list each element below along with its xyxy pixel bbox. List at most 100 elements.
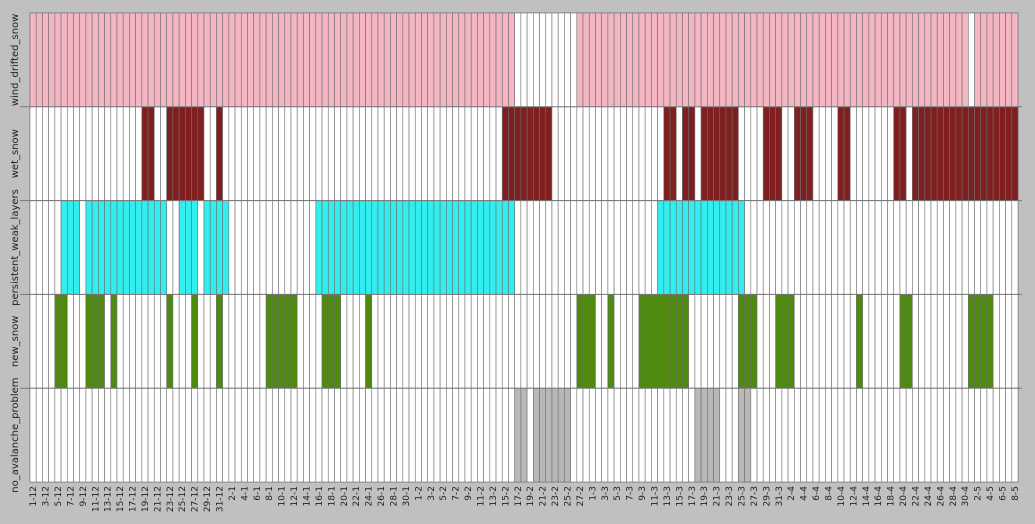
cell-new_snow-10-1: [278, 294, 286, 389]
y-axis-labels: wind_drifted_snow wet_snow persistent_weak…: [10, 14, 21, 493]
cell-wind_drifted_snow-13-4: [856, 12, 863, 108]
cell-wind_drifted_snow-27-4: [943, 12, 950, 108]
cell-wet_snow-4-3: [607, 106, 615, 201]
cell-no_avalanche_problem-8-4: [825, 387, 832, 483]
cell-wind_drifted_snow-5-2: [439, 12, 447, 108]
cell-new_snow-12-3: [657, 294, 665, 389]
cell-persistent_weak_layers-10-4: [837, 200, 845, 295]
cell-persistent_weak_layers-23-3: [725, 200, 733, 295]
cell-wind_drifted_snow-19-12: [141, 12, 149, 108]
cell-new_snow-2-5: [974, 294, 982, 389]
cell-persistent_weak_layers-25-1: [371, 200, 379, 295]
cell-no_avalanche_problem-1-1: [222, 387, 230, 483]
cell-wind_drifted_snow-1-5: [967, 12, 975, 108]
cell-new_snow-11-12: [91, 294, 99, 389]
cell-wind_drifted_snow-1-3: [588, 12, 596, 108]
cell-wind_drifted_snow-25-2: [564, 12, 571, 108]
cell-wind_drifted_snow-8-3: [632, 12, 640, 108]
cell-wind_drifted_snow-11-2: [477, 12, 484, 108]
cell-wet_snow-22-3: [719, 106, 727, 201]
cell-wet_snow-4-2: [433, 106, 441, 201]
cell-new_snow-3-4: [793, 294, 801, 389]
cell-persistent_weak_layers-22-1: [352, 200, 360, 295]
cell-persistent_weak_layers-16-4: [874, 200, 882, 295]
cell-persistent_weak_layers-11-4: [843, 200, 851, 295]
cell-persistent_weak_layers-8-4: [825, 200, 832, 295]
cell-wind_drifted_snow-29-1: [396, 12, 404, 108]
cell-wet_snow-26-12: [185, 106, 192, 201]
cell-wet_snow-5-12: [54, 106, 62, 201]
cell-persistent_weak_layers-29-1: [396, 200, 404, 295]
cell-no_avalanche_problem-27-4: [943, 387, 950, 483]
cell-wet_snow-11-4: [843, 106, 851, 201]
cell-no_avalanche_problem-3-1: [234, 387, 242, 483]
cell-no_avalanche_problem-5-1: [247, 387, 254, 483]
cell-persistent_weak_layers-28-1: [390, 200, 397, 295]
cell-no_avalanche_problem-17-12: [129, 387, 136, 483]
cell-new_snow-28-2: [582, 294, 590, 389]
cell-wind_drifted_snow-28-12: [197, 12, 205, 108]
cell-no_avalanche_problem-10-3: [644, 387, 652, 483]
cell-new_snow-25-12: [178, 294, 186, 389]
cell-wet_snow-15-12: [116, 106, 124, 201]
cell-no_avalanche_problem-5-4: [806, 387, 814, 483]
cell-wind_drifted_snow-21-12: [153, 12, 161, 108]
x-tick-label: 2-5: [974, 486, 984, 501]
cell-no_avalanche_problem-3-12: [42, 387, 49, 483]
cell-wind_drifted_snow-18-12: [135, 12, 143, 108]
cell-wind_drifted_snow-24-2: [557, 12, 565, 108]
cell-persistent_weak_layers-29-4: [955, 200, 963, 295]
cell-wind_drifted_snow-10-2: [470, 12, 478, 108]
cell-persistent_weak_layers-6-4: [812, 200, 820, 295]
cell-wet_snow-10-1: [278, 106, 286, 201]
cell-new_snow-11-1: [284, 294, 292, 389]
cell-persistent_weak_layers-17-4: [880, 200, 888, 295]
heatmap-cells: [29, 12, 1019, 483]
cell-wet_snow-28-1: [390, 106, 397, 201]
cell-persistent_weak_layers-16-12: [122, 200, 130, 295]
cell-wind_drifted_snow-30-1: [402, 12, 410, 108]
cell-persistent_weak_layers-4-12: [48, 200, 56, 295]
cell-wet_snow-2-2: [421, 106, 428, 201]
cell-no_avalanche_problem-2-12: [35, 387, 43, 483]
cell-no_avalanche_problem-25-12: [178, 387, 186, 483]
cell-new_snow-9-3: [638, 294, 646, 389]
cell-wet_snow-27-1: [383, 106, 391, 201]
cell-new_snow-17-1: [321, 294, 329, 389]
x-tick-label: 7-12: [66, 486, 76, 506]
cell-new_snow-23-2: [551, 294, 559, 389]
cell-wet_snow-8-4: [825, 106, 832, 201]
x-tick-label: 22-1: [352, 486, 362, 506]
cell-persistent_weak_layers-25-3: [738, 200, 745, 295]
cell-persistent_weak_layers-21-2: [539, 200, 547, 295]
cell-new_snow-22-1: [352, 294, 360, 389]
cell-persistent_weak_layers-1-1: [222, 200, 230, 295]
x-tick-label: 19-3: [700, 486, 710, 506]
cell-persistent_weak_layers-14-3: [669, 200, 677, 295]
cell-no_avalanche_problem-22-1: [352, 387, 360, 483]
x-tick-label: 1-2: [414, 486, 424, 501]
cell-persistent_weak_layers-21-3: [713, 200, 721, 295]
cell-wind_drifted_snow-22-4: [912, 12, 919, 108]
x-tick-label: 5-12: [54, 486, 64, 506]
cell-wind_drifted_snow-17-4: [880, 12, 888, 108]
cell-persistent_weak_layers-10-3: [644, 200, 652, 295]
cell-new_snow-30-1: [402, 294, 410, 389]
cell-wet_snow-23-2: [551, 106, 559, 201]
cell-wet_snow-7-1: [259, 106, 267, 201]
cell-persistent_weak_layers-6-3: [620, 200, 627, 295]
cell-wet_snow-13-1: [296, 106, 304, 201]
cell-persistent_weak_layers-30-1: [402, 200, 410, 295]
cell-new_snow-6-3: [620, 294, 627, 389]
cell-new_snow-31-1: [408, 294, 416, 389]
cell-wet_snow-15-3: [675, 106, 683, 201]
cell-wet_snow-3-5: [980, 106, 988, 201]
cell-persistent_weak_layers-27-4: [943, 200, 950, 295]
cell-new_snow-29-12: [203, 294, 211, 389]
x-tick-label: 19-2: [526, 486, 536, 506]
cell-persistent_weak_layers-27-3: [750, 200, 758, 295]
cell-new_snow-2-3: [595, 294, 602, 389]
cell-no_avalanche_problem-20-3: [707, 387, 714, 483]
cell-wind_drifted_snow-28-2: [582, 12, 590, 108]
cell-wind_drifted_snow-2-3: [595, 12, 602, 108]
